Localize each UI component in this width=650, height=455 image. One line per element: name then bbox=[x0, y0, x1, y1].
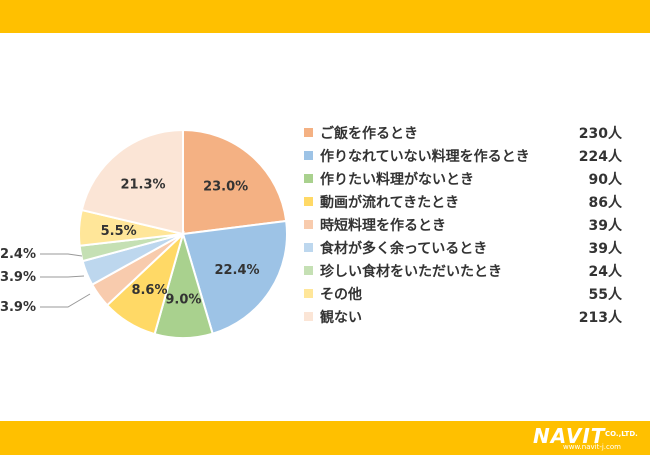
legend-label: 時短料理を作るとき bbox=[320, 218, 446, 234]
slice-label: 3.9% bbox=[0, 300, 36, 315]
legend-label: 食材が多く余っているとき bbox=[320, 241, 488, 257]
legend-count: 213人 bbox=[578, 310, 622, 326]
legend-swatch bbox=[304, 197, 313, 206]
leader-line bbox=[40, 253, 83, 257]
legend-item: 作りなれていない料理を作るとき 224人 bbox=[304, 146, 634, 169]
slice-label: 8.6% bbox=[131, 283, 167, 298]
slice-label: 23.0% bbox=[203, 180, 248, 195]
legend-count: 86人 bbox=[588, 195, 622, 211]
legend-item: 食材が多く余っているとき 39人 bbox=[304, 238, 634, 261]
pie-slice bbox=[182, 128, 288, 236]
pie-slice bbox=[80, 128, 184, 236]
legend-label: 観ない bbox=[320, 310, 362, 326]
legend-item: その他 55人 bbox=[304, 284, 634, 307]
slice-label: 5.5% bbox=[101, 224, 137, 239]
slice-label: 9.0% bbox=[165, 292, 201, 307]
legend-swatch bbox=[304, 174, 313, 183]
legend-swatch bbox=[304, 128, 313, 137]
legend-item: 作りたい料理がないとき 90人 bbox=[304, 169, 634, 192]
logo-suffix: CO.,LTD. bbox=[605, 430, 638, 438]
legend-item: ご飯を作るとき 230人 bbox=[304, 123, 634, 146]
leader-line bbox=[40, 275, 85, 278]
legend-item: 珍しい食材をいただいたとき 24人 bbox=[304, 261, 634, 284]
legend-label: その他 bbox=[320, 287, 362, 303]
top-banner bbox=[0, 0, 650, 33]
slice-label: 21.3% bbox=[120, 177, 165, 192]
legend-swatch bbox=[304, 220, 313, 229]
logo-url: www.navit-j.com bbox=[563, 443, 621, 451]
legend-count: 55人 bbox=[588, 287, 622, 303]
pie-chart: 23.0% 22.4% 9.0%8.6% 3.9% 3.9% 2.4% 5.5% 21.3% bbox=[0, 128, 288, 339]
legend-item: 時短料理を作るとき 39人 bbox=[304, 215, 634, 238]
navit-logo: NAVIT CO.,LTD. www.navit-j.com bbox=[533, 424, 645, 452]
slice-label: 3.9% bbox=[0, 270, 36, 285]
legend-swatch bbox=[304, 312, 313, 321]
legend-count: 39人 bbox=[588, 241, 622, 257]
pie-slice bbox=[181, 219, 288, 335]
legend-item: 動画が流れてきたとき 86人 bbox=[304, 192, 634, 215]
slice-label: 2.4% bbox=[0, 247, 36, 262]
legend-label: 作りたい料理がないとき bbox=[320, 172, 474, 188]
legend-label: 珍しい食材をいただいたとき bbox=[320, 264, 502, 280]
legend-count: 230人 bbox=[578, 126, 622, 142]
logo-name: NAVIT bbox=[533, 424, 606, 448]
legend-count: 90人 bbox=[588, 172, 622, 188]
leader-line bbox=[40, 293, 91, 308]
legend-swatch bbox=[304, 266, 313, 275]
slice-label: 22.4% bbox=[214, 263, 259, 278]
legend-swatch bbox=[304, 243, 313, 252]
legend-swatch bbox=[304, 151, 313, 160]
legend-label: 動画が流れてきたとき bbox=[320, 195, 460, 211]
legend-label: 作りなれていない料理を作るとき bbox=[320, 149, 530, 165]
legend-count: 24人 bbox=[588, 264, 622, 280]
bottom-banner bbox=[0, 421, 650, 455]
legend-count: 39人 bbox=[588, 218, 622, 234]
legend-count: 224人 bbox=[578, 149, 622, 165]
legend-label: ご飯を作るとき bbox=[320, 126, 418, 142]
legend-swatch bbox=[304, 289, 313, 298]
legend: ご飯を作るとき 230人作りなれていない料理を作るとき 224人作りたい料理がないと… bbox=[304, 123, 634, 330]
legend-item: 観ない 213人 bbox=[304, 307, 634, 330]
